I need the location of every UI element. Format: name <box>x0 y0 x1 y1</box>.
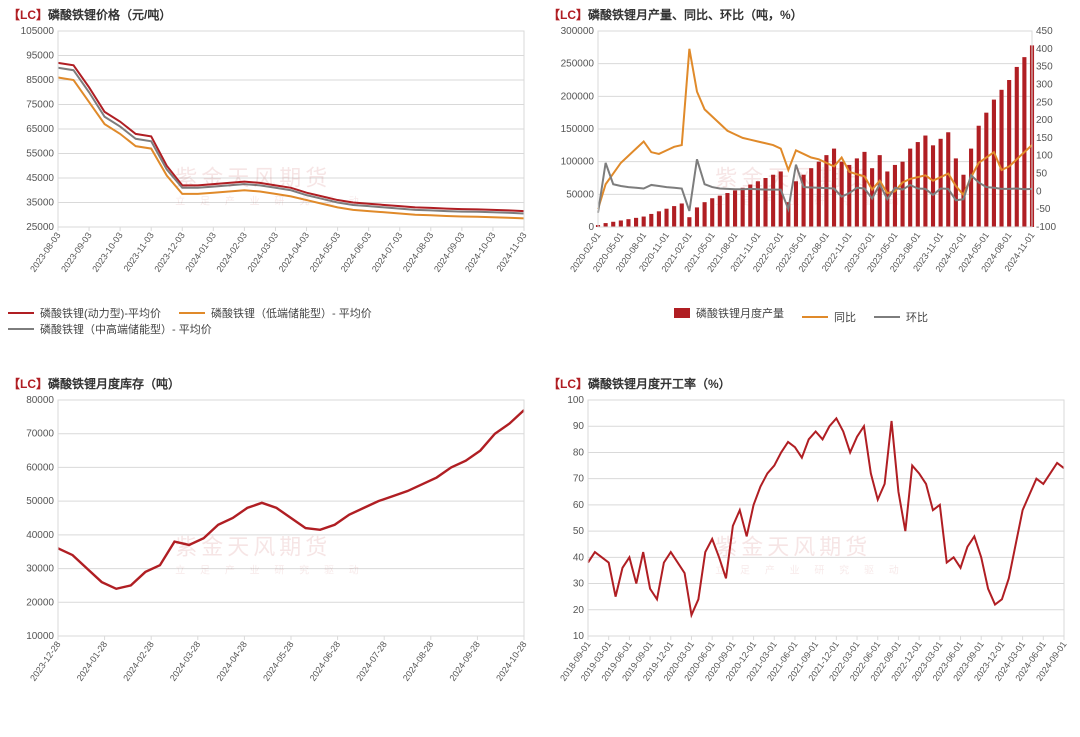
svg-text:2024-06-28: 2024-06-28 <box>308 639 343 682</box>
svg-text:300: 300 <box>1036 79 1053 90</box>
svg-text:10000: 10000 <box>26 631 54 642</box>
svg-text:2024-04-28: 2024-04-28 <box>214 639 249 682</box>
svg-text:250: 250 <box>1036 97 1053 108</box>
chart4-title: 【LC】磷酸铁锂月度开工率（%） <box>548 375 1072 392</box>
svg-text:2024-01-28: 2024-01-28 <box>75 639 110 682</box>
svg-text:200: 200 <box>1036 115 1053 126</box>
svg-text:2023-11-03: 2023-11-03 <box>122 230 156 273</box>
svg-text:40000: 40000 <box>26 529 54 540</box>
svg-text:2023-12-03: 2023-12-03 <box>152 230 187 273</box>
svg-text:2024-03-28: 2024-03-28 <box>168 639 203 682</box>
chart4-svg: 1020304050607080901002018-09-012019-03-0… <box>548 394 1072 714</box>
svg-text:90: 90 <box>573 421 585 432</box>
svg-text:100: 100 <box>567 395 584 406</box>
chart3-title: 【LC】磷酸铁锂月度库存（吨） <box>8 375 532 392</box>
panel-price: 【LC】磷酸铁锂价格（元/吨） 25000 35000 45000 55000 6500… <box>0 0 540 369</box>
svg-text:40: 40 <box>573 552 585 563</box>
svg-text:80000: 80000 <box>26 395 54 406</box>
svg-text:30000: 30000 <box>26 563 54 574</box>
legend-item: 同比 <box>802 309 856 325</box>
legend-item: 磷酸铁锂（中高端储能型）- 平均价 <box>8 321 212 337</box>
svg-text:105000: 105000 <box>21 26 55 37</box>
chart1-title: 【LC】磷酸铁锂价格（元/吨） <box>8 6 532 23</box>
svg-text:2024-05-03: 2024-05-03 <box>308 230 343 273</box>
svg-text:50000: 50000 <box>566 189 594 200</box>
chart3-svg: 10000 20000 30000 40000 50000 60000 70000 80000… <box>8 394 532 714</box>
svg-text:60: 60 <box>573 499 585 510</box>
svg-text:2024-03-03: 2024-03-03 <box>246 230 281 273</box>
svg-text:150: 150 <box>1036 133 1053 144</box>
legend-item: 磷酸铁锂(动力型)-平均价 <box>8 305 161 321</box>
svg-text:75000: 75000 <box>26 100 54 111</box>
svg-text:80: 80 <box>573 447 585 458</box>
svg-text:70: 70 <box>573 473 585 484</box>
legend-item: 磷酸铁锂月度产量 <box>674 305 784 321</box>
svg-text:2024-10-28: 2024-10-28 <box>494 639 529 682</box>
svg-text:2024-07-03: 2024-07-03 <box>370 230 405 273</box>
svg-text:2023-12-28: 2023-12-28 <box>28 639 63 682</box>
svg-text:2024-02-28: 2024-02-28 <box>121 639 156 682</box>
panel-inventory: 【LC】磷酸铁锂月度库存（吨） 10000 20000 30000 40000 5000… <box>0 369 540 737</box>
chart2-title: 【LC】磷酸铁锂月产量、同比、环比（吨，%） <box>548 6 1072 23</box>
legend-item: 环比 <box>874 309 928 325</box>
svg-text:2024-05-28: 2024-05-28 <box>261 639 296 682</box>
svg-text:250000: 250000 <box>561 59 595 70</box>
svg-text:25000: 25000 <box>26 222 54 233</box>
svg-text:450: 450 <box>1036 26 1053 37</box>
svg-text:2024-10-03: 2024-10-03 <box>463 230 498 273</box>
svg-text:35000: 35000 <box>26 198 54 209</box>
svg-text:100: 100 <box>1036 151 1053 162</box>
svg-text:2023-10-03: 2023-10-03 <box>90 230 125 273</box>
chart2-svg: 0 50000 100000 150000 200000 250000 300000 -100… <box>548 25 1072 305</box>
svg-text:-100: -100 <box>1036 222 1056 233</box>
svg-text:2024-06-03: 2024-06-03 <box>339 230 374 273</box>
svg-text:2024-08-28: 2024-08-28 <box>401 639 436 682</box>
svg-text:0: 0 <box>1036 186 1042 197</box>
svg-text:350: 350 <box>1036 62 1053 73</box>
svg-text:20000: 20000 <box>26 597 54 608</box>
svg-text:70000: 70000 <box>26 428 54 439</box>
panel-utilization: 【LC】磷酸铁锂月度开工率（%） 10203040506070809010020… <box>540 369 1080 737</box>
legend-item: 磷酸铁锂（低端储能型）- 平均价 <box>179 305 372 321</box>
svg-text:50: 50 <box>1036 169 1048 180</box>
svg-text:60000: 60000 <box>26 462 54 473</box>
svg-text:2023-08-03: 2023-08-03 <box>28 230 63 273</box>
chart1-legend: 磷酸铁锂(动力型)-平均价 磷酸铁锂（低端储能型）- 平均价磷酸铁锂（中高端储能型… <box>8 305 532 337</box>
svg-text:2023-09-03: 2023-09-03 <box>59 230 94 273</box>
svg-text:2024-07-28: 2024-07-28 <box>354 639 389 682</box>
svg-text:45000: 45000 <box>26 173 54 184</box>
svg-text:400: 400 <box>1036 44 1053 55</box>
svg-text:2024-08-03: 2024-08-03 <box>401 230 436 273</box>
svg-text:200000: 200000 <box>561 91 595 102</box>
svg-text:55000: 55000 <box>26 149 54 160</box>
svg-text:50: 50 <box>573 526 585 537</box>
svg-text:2024-04-03: 2024-04-03 <box>277 230 312 273</box>
svg-text:65000: 65000 <box>26 124 54 135</box>
svg-text:2024-11-03: 2024-11-03 <box>494 230 528 273</box>
svg-text:2024-09-28: 2024-09-28 <box>447 639 482 682</box>
svg-text:2024-02-03: 2024-02-03 <box>214 230 249 273</box>
svg-text:150000: 150000 <box>561 124 595 135</box>
chart1-svg: 25000 35000 45000 55000 65000 75000 85000 95000… <box>8 25 532 305</box>
panel-production: 【LC】磷酸铁锂月产量、同比、环比（吨，%） 0 50000 100000 15000… <box>540 0 1080 369</box>
chart2-legend: 磷酸铁锂月度产量 同比 环比 <box>548 305 1072 325</box>
svg-text:50000: 50000 <box>26 496 54 507</box>
svg-text:300000: 300000 <box>561 26 595 37</box>
svg-text:2024-09-03: 2024-09-03 <box>432 230 467 273</box>
svg-text:85000: 85000 <box>26 75 54 86</box>
svg-text:30: 30 <box>573 578 585 589</box>
svg-text:-50: -50 <box>1036 204 1051 215</box>
svg-text:20: 20 <box>573 604 585 615</box>
svg-text:100000: 100000 <box>561 157 595 168</box>
svg-text:95000: 95000 <box>26 51 54 62</box>
svg-text:2024-01-03: 2024-01-03 <box>183 230 218 273</box>
chart-grid: 【LC】磷酸铁锂价格（元/吨） 25000 35000 45000 55000 6500… <box>0 0 1080 737</box>
